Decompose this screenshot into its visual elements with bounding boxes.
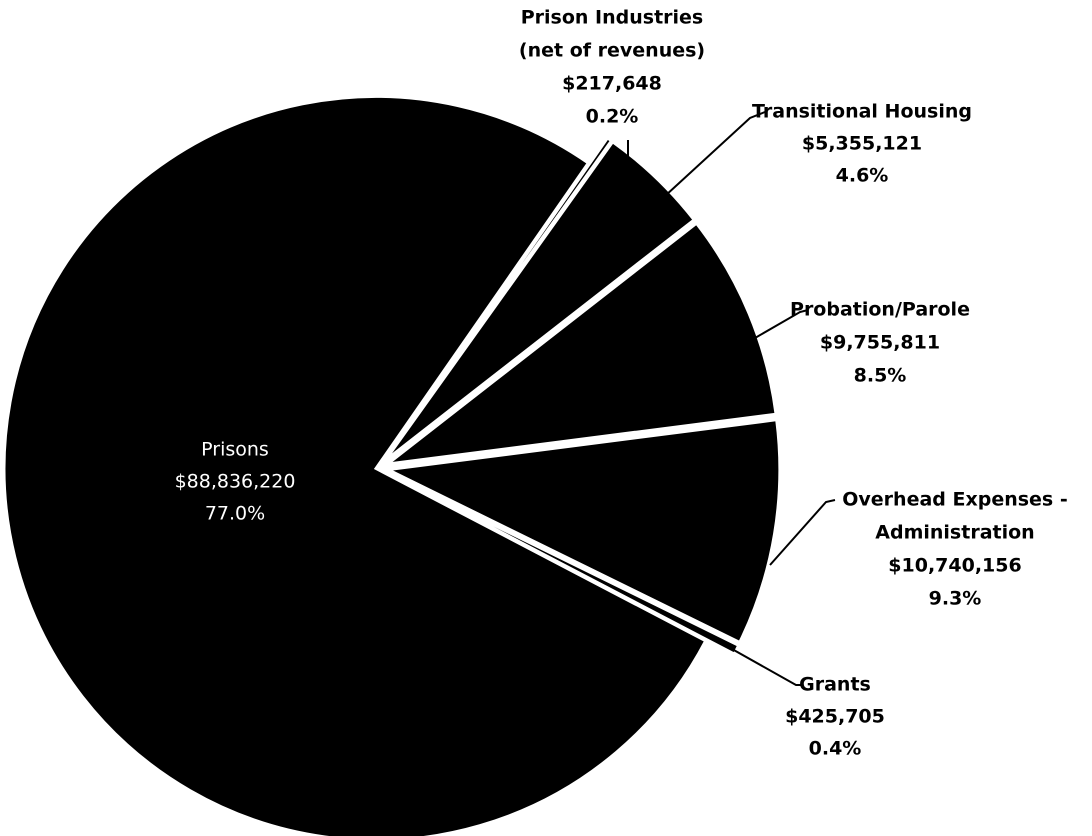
slice-label: Prison Industries bbox=[521, 7, 704, 29]
slice-label: Transitional Housing bbox=[752, 101, 972, 123]
percent-label: 0.4% bbox=[809, 738, 862, 760]
leader-line bbox=[769, 499, 836, 566]
pie-slice bbox=[382, 135, 614, 461]
percent-label: 77.0% bbox=[205, 503, 265, 525]
slice-label: Administration bbox=[875, 522, 1034, 544]
leader-line bbox=[664, 111, 766, 197]
percent-label: 8.5% bbox=[854, 365, 907, 387]
amount-label: $217,648 bbox=[562, 73, 662, 95]
slice-label: Overhead Expenses - bbox=[842, 489, 1068, 511]
leader-line bbox=[754, 309, 809, 339]
amount-label: $5,355,121 bbox=[802, 133, 922, 155]
pie-slice bbox=[383, 139, 697, 462]
slice-label: Probation/Parole bbox=[790, 299, 970, 321]
slice-label: Prisons bbox=[201, 439, 269, 461]
percent-label: 4.6% bbox=[836, 165, 889, 187]
pie-slice bbox=[386, 471, 741, 657]
amount-label: $9,755,811 bbox=[820, 332, 940, 354]
percent-label: 9.3% bbox=[929, 588, 982, 610]
amount-label: $88,836,220 bbox=[175, 471, 296, 493]
pie-slice bbox=[382, 418, 782, 645]
pie-slice bbox=[2, 94, 708, 836]
slice-label: Grants bbox=[799, 674, 871, 696]
amount-label: $10,740,156 bbox=[888, 555, 1021, 577]
pie-slice bbox=[381, 221, 778, 467]
percent-label: 0.2% bbox=[586, 106, 639, 128]
slice-label: (net of revenues) bbox=[519, 40, 705, 62]
leader-line bbox=[715, 639, 803, 686]
amount-label: $425,705 bbox=[785, 706, 885, 728]
